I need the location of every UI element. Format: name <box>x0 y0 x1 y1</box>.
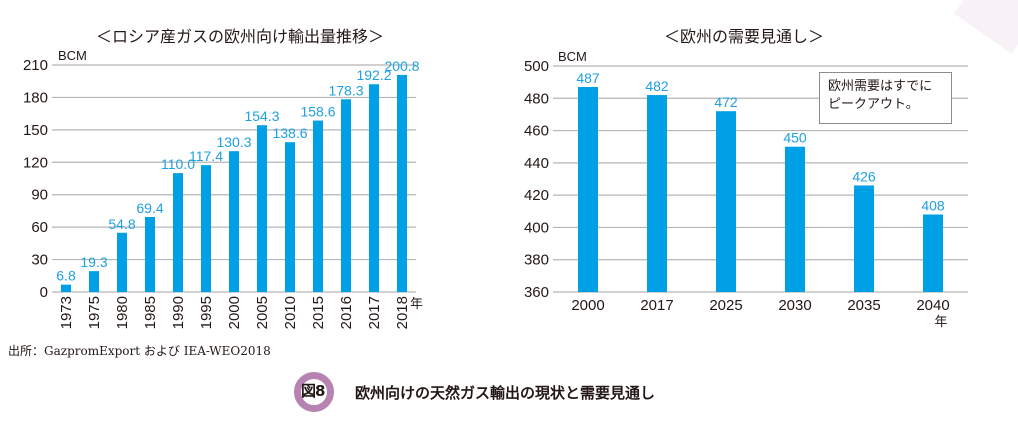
bar-2000 <box>229 151 239 292</box>
right-chart-title: ＜欧州の需要見通し＞ <box>664 27 825 46</box>
bar-2025 <box>716 111 736 292</box>
x-tick-label: 2030 <box>778 297 811 314</box>
x-tick-label: 1973 <box>58 296 75 329</box>
value-label: 408 <box>921 198 945 214</box>
source-note: 出所：GazpromExport および IEA-WEO2018 <box>8 344 271 358</box>
value-label: 487 <box>576 70 600 86</box>
left-chart-title: ＜ロシア産ガスの欧州向け輸出量推移＞ <box>96 27 385 46</box>
bar-2016 <box>341 99 351 292</box>
value-label: 178.3 <box>328 82 363 98</box>
value-label: 69.4 <box>136 200 163 216</box>
y-tick-label: 400 <box>524 219 549 236</box>
bar-2015 <box>313 120 323 293</box>
x-tick-label: 2015 <box>310 296 327 329</box>
bar-1995 <box>201 165 211 292</box>
x-tick-label: 1985 <box>142 296 159 329</box>
x-tick-label: 2010 <box>282 296 299 329</box>
value-label: 54.8 <box>108 216 135 232</box>
value-label: 200.8 <box>384 58 419 74</box>
x-tick-label: 2017 <box>366 296 383 329</box>
x-tick-label: 1980 <box>114 296 131 329</box>
value-label: 482 <box>645 78 669 94</box>
bar-1975 <box>89 271 99 292</box>
x-tick-label: 2005 <box>254 296 271 329</box>
figure-caption: 欧州向けの天然ガス輸出の現状と需要見通し <box>355 384 656 402</box>
bar-2018 <box>397 74 407 292</box>
y-tick-label: 440 <box>524 155 549 172</box>
y-axis-unit: BCM <box>58 48 87 63</box>
annotation-box: 欧州需要はすでに ピークアウト。 <box>819 72 952 124</box>
y-tick-label: 210 <box>23 57 48 74</box>
bar-2017 <box>647 95 667 292</box>
bar-2010 <box>285 142 295 292</box>
value-label: 154.3 <box>244 108 279 124</box>
y-tick-label: 150 <box>23 122 48 139</box>
x-axis-unit: 年 <box>410 296 423 311</box>
value-label: 192.2 <box>356 67 391 83</box>
value-label: 138.6 <box>272 125 307 141</box>
value-label: 117.4 <box>189 148 223 164</box>
annotation-line-2: ピークアウト。 <box>828 97 919 112</box>
bar-2035 <box>854 185 874 292</box>
x-tick-label: 2040 <box>916 297 949 314</box>
y-tick-label: 380 <box>524 252 549 269</box>
x-tick-label: 2000 <box>226 296 243 329</box>
bar-2017 <box>369 84 379 292</box>
y-tick-label: 0 <box>40 284 48 301</box>
x-tick-label: 2035 <box>847 297 880 314</box>
bar-2005 <box>257 125 267 292</box>
x-tick-label: 2017 <box>640 297 673 314</box>
x-tick-label: 2025 <box>709 297 742 314</box>
y-tick-label: 500 <box>524 58 549 75</box>
bar-1985 <box>145 216 155 292</box>
bar-2030 <box>785 146 805 292</box>
figure-badge-ring <box>294 372 334 412</box>
y-tick-label: 420 <box>524 187 549 204</box>
x-tick-label: 2000 <box>571 297 604 314</box>
bar-1990 <box>173 173 183 292</box>
figure-badge-label: 図8 <box>301 382 325 400</box>
y-tick-label: 460 <box>524 123 549 140</box>
y-tick-label: 30 <box>31 252 48 269</box>
bar-1980 <box>117 232 127 292</box>
y-tick-label: 480 <box>524 90 549 107</box>
bar-1973 <box>61 284 71 292</box>
value-label: 426 <box>852 168 876 184</box>
x-axis-unit: 年 <box>934 314 947 329</box>
y-tick-label: 360 <box>524 284 549 301</box>
value-label: 19.3 <box>80 254 107 270</box>
y-tick-label: 60 <box>31 219 48 236</box>
annotation-line-1: 欧州需要はすでに <box>828 79 933 94</box>
x-tick-label: 1975 <box>86 296 103 329</box>
y-tick-label: 90 <box>31 187 48 204</box>
bar-2040 <box>923 214 943 292</box>
value-label: 130.3 <box>216 134 251 150</box>
value-label: 472 <box>714 94 738 110</box>
x-tick-label: 2018 <box>394 296 411 329</box>
value-label: 110.0 <box>161 156 195 172</box>
y-tick-label: 180 <box>23 89 48 106</box>
x-tick-label: 1995 <box>198 296 215 329</box>
value-label: 450 <box>783 130 807 146</box>
y-tick-label: 120 <box>23 154 48 171</box>
value-label: 158.6 <box>300 104 335 120</box>
y-axis-unit: BCM <box>558 49 587 64</box>
x-tick-label: 1990 <box>170 296 187 329</box>
bar-2000 <box>578 86 598 292</box>
value-label: 6.8 <box>56 268 76 284</box>
x-tick-label: 2016 <box>338 296 355 329</box>
